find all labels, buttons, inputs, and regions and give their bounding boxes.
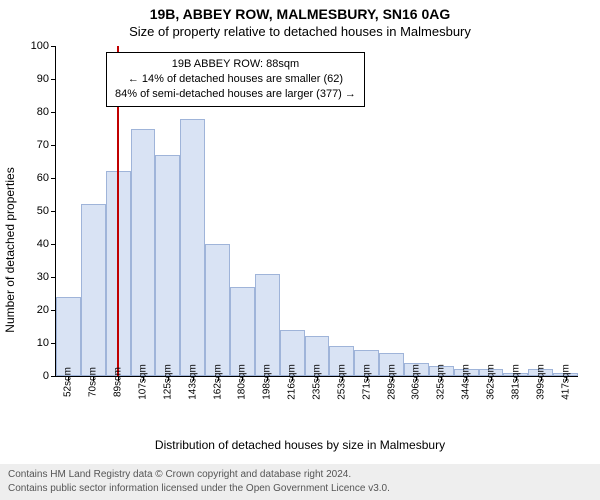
xtick-label: 417sqm bbox=[560, 364, 571, 400]
xtick-label: 107sqm bbox=[138, 364, 149, 400]
xtick-label: 399sqm bbox=[535, 364, 546, 400]
ytick-label: 100 bbox=[31, 40, 49, 52]
ytick-mark bbox=[51, 79, 56, 80]
ytick-label: 90 bbox=[37, 73, 49, 85]
xtick-label: 325sqm bbox=[436, 364, 447, 400]
annotation-line-2: ← 14% of detached houses are smaller (62… bbox=[115, 72, 356, 87]
x-axis-label: Distribution of detached houses by size … bbox=[0, 438, 600, 452]
ytick-mark bbox=[51, 310, 56, 311]
xtick-label: 89sqm bbox=[113, 367, 124, 397]
xtick-label: 344sqm bbox=[461, 364, 472, 400]
ytick-mark bbox=[51, 211, 56, 212]
title-sub: Size of property relative to detached ho… bbox=[0, 24, 600, 39]
ytick-label: 80 bbox=[37, 106, 49, 118]
chart-figure: 19B, ABBEY ROW, MALMESBURY, SN16 0AG Siz… bbox=[0, 0, 600, 500]
xtick-label: 52sqm bbox=[63, 367, 74, 397]
xtick-label: 180sqm bbox=[237, 364, 248, 400]
ytick-label: 40 bbox=[37, 238, 49, 250]
histogram-bar bbox=[180, 119, 205, 376]
histogram-bar bbox=[155, 155, 180, 376]
xtick-label: 162sqm bbox=[212, 364, 223, 400]
footer: Contains HM Land Registry data © Crown c… bbox=[0, 464, 600, 500]
y-axis-label: Number of detached properties bbox=[3, 167, 17, 332]
xtick-label: 271sqm bbox=[361, 364, 372, 400]
histogram-bar bbox=[205, 244, 230, 376]
plot-area: 010203040506070809010052sqm70sqm89sqm107… bbox=[55, 46, 578, 377]
xtick-label: 235sqm bbox=[312, 364, 323, 400]
ytick-label: 70 bbox=[37, 139, 49, 151]
histogram-bar bbox=[56, 297, 81, 376]
ytick-mark bbox=[51, 277, 56, 278]
ytick-label: 60 bbox=[37, 172, 49, 184]
xtick-label: 306sqm bbox=[411, 364, 422, 400]
xtick-label: 253sqm bbox=[336, 364, 347, 400]
xtick-label: 289sqm bbox=[386, 364, 397, 400]
xtick-label: 198sqm bbox=[262, 364, 273, 400]
annotation-line-1: 19B ABBEY ROW: 88sqm bbox=[115, 57, 356, 72]
ytick-label: 30 bbox=[37, 271, 49, 283]
xtick-label: 143sqm bbox=[187, 364, 198, 400]
ytick-mark bbox=[51, 112, 56, 113]
ytick-label: 10 bbox=[37, 337, 49, 349]
ytick-mark bbox=[51, 46, 56, 47]
footer-line-2: Contains public sector information licen… bbox=[8, 482, 592, 496]
histogram-bar bbox=[131, 129, 156, 377]
histogram-bar bbox=[255, 274, 280, 376]
xtick-label: 216sqm bbox=[287, 364, 298, 400]
ytick-label: 50 bbox=[37, 205, 49, 217]
ytick-mark bbox=[51, 145, 56, 146]
histogram-bar bbox=[81, 204, 106, 376]
ytick-label: 20 bbox=[37, 304, 49, 316]
xtick-label: 70sqm bbox=[88, 367, 99, 397]
title-main: 19B, ABBEY ROW, MALMESBURY, SN16 0AG bbox=[0, 6, 600, 22]
annotation-line-3: 84% of semi-detached houses are larger (… bbox=[115, 87, 356, 102]
xtick-label: 362sqm bbox=[486, 364, 497, 400]
footer-line-1: Contains HM Land Registry data © Crown c… bbox=[8, 468, 592, 482]
ytick-mark bbox=[51, 244, 56, 245]
ytick-mark bbox=[51, 178, 56, 179]
xtick-label: 125sqm bbox=[162, 364, 173, 400]
ytick-label: 0 bbox=[43, 370, 49, 382]
ytick-mark bbox=[51, 376, 56, 377]
ytick-mark bbox=[51, 343, 56, 344]
histogram-bar bbox=[230, 287, 255, 376]
annotation-box: 19B ABBEY ROW: 88sqm ← 14% of detached h… bbox=[106, 52, 365, 107]
xtick-label: 381sqm bbox=[510, 364, 521, 400]
